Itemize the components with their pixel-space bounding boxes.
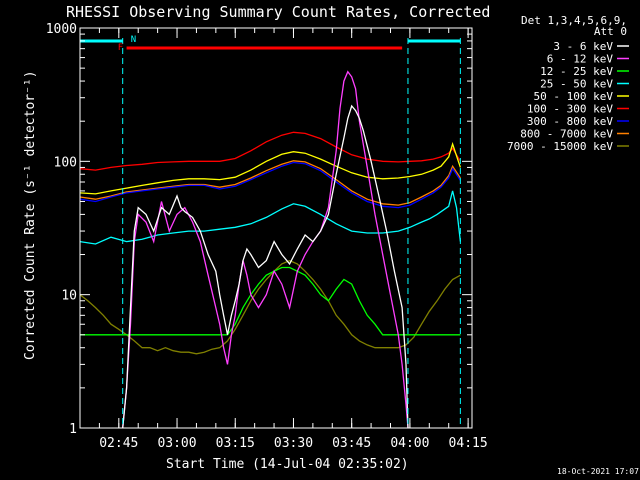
x-tick-label: 04:15 bbox=[449, 436, 488, 451]
axes: 1 10 100 1000 02:45 03:00 03:15 03:30 03:45 04:00… bbox=[46, 22, 488, 451]
series-line-2 bbox=[80, 266, 461, 336]
y-tick-label: 1000 bbox=[46, 22, 77, 37]
x-tick-label: 03:15 bbox=[216, 436, 255, 451]
x-tick-label: 02:45 bbox=[99, 436, 138, 451]
series-line-4 bbox=[79, 141, 462, 195]
series-line-7 bbox=[79, 160, 461, 206]
y-axis-label: Corrected Count Rate (s⁻¹ detector⁻¹) bbox=[23, 70, 38, 360]
legend-label-7: 800 - 7000 keV bbox=[520, 128, 613, 141]
y-tick-label: 100 bbox=[54, 155, 77, 170]
x-tick-label: 03:30 bbox=[274, 436, 313, 451]
y-tick-label: 10 bbox=[61, 289, 77, 304]
legend-label-4: 50 - 100 keV bbox=[534, 90, 614, 103]
generation-timestamp: 18-Oct-2021 17:07 bbox=[557, 467, 639, 476]
series-line-6 bbox=[79, 161, 461, 209]
legend-label-3: 25 - 50 keV bbox=[540, 78, 613, 91]
legend-label-5: 100 - 300 keV bbox=[527, 103, 613, 116]
x-axis-label: Start Time (14-Jul-04 02:35:02) bbox=[166, 457, 409, 472]
bar-label-f: F bbox=[118, 43, 123, 53]
series-line-0 bbox=[122, 104, 409, 429]
legend-header-line: Det 1,3,4,5,6,9, bbox=[521, 14, 627, 27]
x-tick-label: 03:45 bbox=[332, 436, 371, 451]
series-line-1 bbox=[122, 70, 409, 429]
legend-label-6: 300 - 800 keV bbox=[527, 115, 613, 128]
legend-label-0: 3 - 6 keV bbox=[553, 40, 613, 53]
series-line-8 bbox=[79, 259, 461, 355]
legend-label-2: 12 - 25 keV bbox=[540, 65, 613, 78]
legend-label-8: 7000 - 15000 keV bbox=[507, 140, 613, 153]
y-tick-label: 1 bbox=[69, 422, 77, 437]
x-tick-label: 04:00 bbox=[390, 436, 429, 451]
chart-title: RHESSI Observing Summary Count Rates, Co… bbox=[66, 3, 490, 21]
series-line-5 bbox=[79, 131, 461, 171]
legend-label-1: 6 - 12 keV bbox=[547, 53, 614, 66]
x-tick-label: 03:00 bbox=[157, 436, 196, 451]
plot-frame bbox=[79, 27, 473, 429]
bar-label-n: N bbox=[131, 35, 136, 45]
legend-header-line: Att 0 bbox=[594, 25, 627, 38]
plot-area: NF bbox=[79, 35, 462, 429]
